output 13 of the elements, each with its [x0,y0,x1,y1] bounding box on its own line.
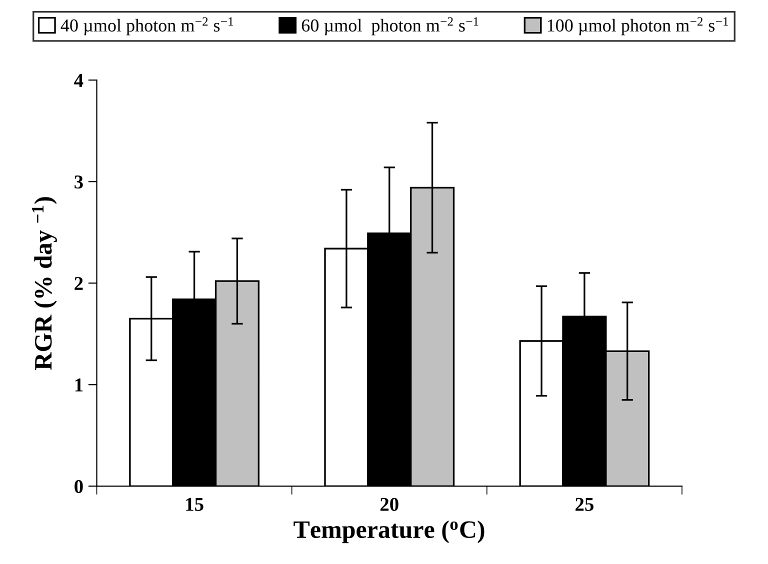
x-tick-label: 25 [576,498,594,511]
y-tick-label: 1 [75,378,83,392]
y-tick-label: 2 [74,277,83,290]
x-tick-label: 15 [186,498,204,511]
x-tick-label: 20 [380,498,398,511]
legend-label: 100 µmol photon m$^{−2}$ s$^{−1}$ [548,17,728,36]
y-axis-title: RGR (% day $^{−1}$) [32,197,57,370]
y-tick-label: 0 [74,480,83,494]
legend-label: 40 µmol photon m$^{−2}$ s$^{−1}$ [60,17,234,36]
y-tick-label: 3 [74,175,83,189]
y-tick-label: 4 [74,74,84,87]
x-axis-title: Temperature ($^{o}$C) [294,520,484,544]
legend-label: 60 µmol photon m$^{−2}$ s$^{−1}$ [302,17,478,36]
